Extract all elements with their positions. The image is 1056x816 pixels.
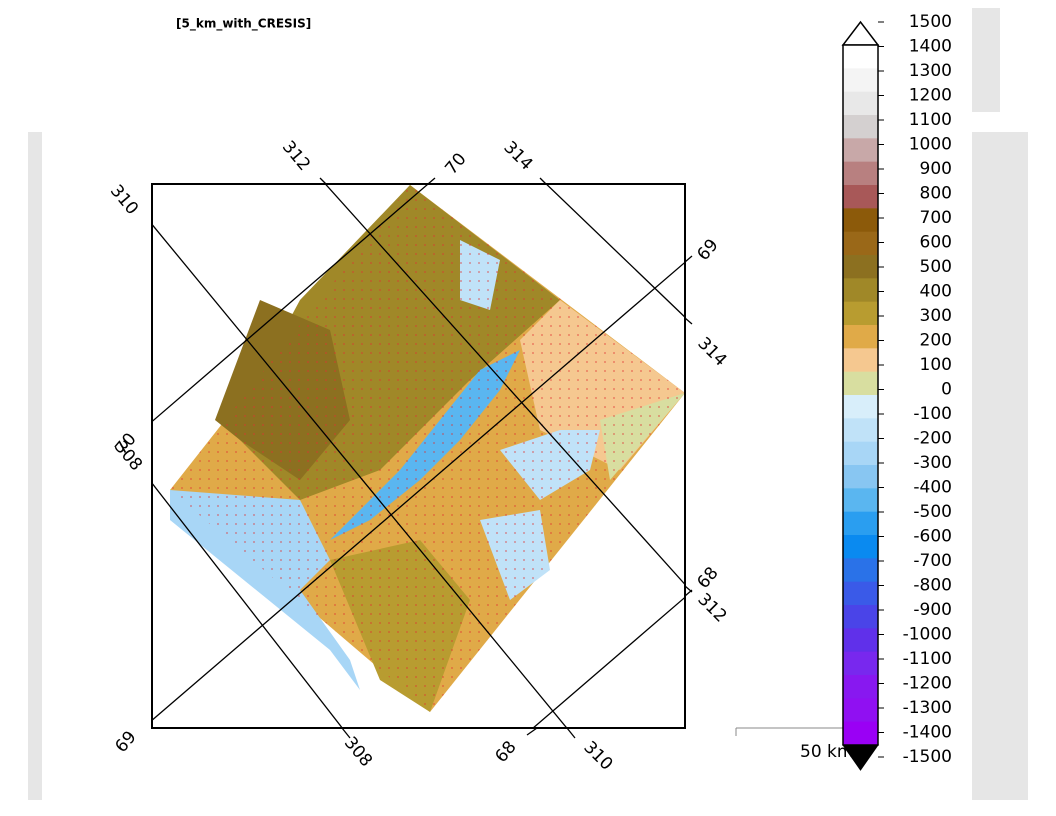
graticule-label: 310 [106, 181, 142, 219]
colorbar-band [843, 138, 878, 163]
colorbar-band [843, 511, 878, 536]
colorbar-band [843, 91, 878, 116]
colorbar-band [843, 628, 878, 653]
colorbar-band [843, 208, 878, 233]
colorbar-label: -1300 [903, 698, 952, 718]
graticule-label: 314 [693, 333, 730, 370]
colorbar-label: 400 [920, 282, 952, 302]
colorbar-band [843, 255, 878, 279]
graticule-label: 68 [693, 563, 722, 592]
colorbar-band [843, 68, 878, 93]
colorbar-label: 1200 [909, 86, 952, 106]
graticule-label: 69 [693, 235, 722, 264]
stipple [170, 185, 685, 712]
colorbar-label: 700 [920, 208, 952, 228]
colorbar-band [843, 301, 878, 326]
colorbar-label: -200 [913, 429, 952, 449]
colorbar-band [843, 161, 878, 186]
map-title: [5_km_with_CRESIS] [176, 17, 311, 32]
colorbar-label: -900 [913, 600, 952, 620]
colorbar-label: 600 [920, 233, 952, 253]
colorbar-band [843, 675, 878, 699]
colorbar-band [843, 418, 878, 443]
colorbar-label: -1200 [903, 674, 952, 694]
colorbar-label: -1500 [903, 747, 952, 767]
colorbar-label: 900 [920, 159, 952, 179]
colorbar-band [843, 45, 878, 69]
graticule-label: 70 [441, 149, 470, 178]
colorbar-label: 1300 [909, 61, 952, 81]
colorbar-label: 1500 [909, 12, 952, 32]
colorbar-label: -1000 [903, 625, 952, 645]
side-panel [28, 132, 42, 800]
colorbar-label: 800 [920, 184, 952, 204]
colorbar-band [843, 231, 878, 256]
colorbar-band [843, 185, 878, 209]
colorbar-label: -1400 [903, 723, 952, 743]
graticule-outside [319, 177, 693, 739]
colorbar-band [843, 721, 878, 746]
colorbar-band [843, 278, 878, 303]
graticule-label: 314 [499, 137, 536, 174]
colorbar-band [843, 535, 878, 559]
colorbar-band [843, 348, 878, 373]
graticule-label: 310 [579, 737, 616, 774]
graticule-label: 69 [111, 727, 140, 756]
colorbar-label: -1100 [903, 649, 952, 669]
colorbar-band [843, 581, 878, 606]
colorbar-frame [842, 44, 879, 746]
colorbar-band [843, 395, 878, 419]
colorbar-label: -600 [913, 527, 952, 547]
map-frame [151, 183, 686, 729]
graticule-label: 68 [491, 737, 520, 766]
colorbar-label: -100 [913, 404, 952, 424]
colorbar-label: 1100 [909, 110, 952, 130]
colorbar-label: 300 [920, 306, 952, 326]
side-panel [972, 8, 1000, 112]
colorbar-label: 200 [920, 331, 952, 351]
colorbar-top-triangle [841, 20, 880, 46]
colorbar-label: -400 [913, 478, 952, 498]
colorbar-band [843, 325, 878, 349]
colorbar-label: 1400 [909, 37, 952, 57]
side-panel [972, 132, 1028, 800]
colorbar-band [843, 605, 878, 629]
colorbar-label: 100 [920, 355, 952, 375]
colorbar-label: 500 [920, 257, 952, 277]
graticule-label: 312 [693, 589, 730, 626]
scale-label: 50 km [800, 742, 853, 762]
colorbar-band [843, 115, 878, 139]
colorbar-label: -300 [913, 453, 952, 473]
graticule-label: 308 [340, 733, 376, 771]
graticule-label: 312 [278, 137, 314, 175]
colorbar-band [843, 698, 878, 723]
colorbar-label: 1000 [909, 135, 952, 155]
graticule [152, 184, 685, 728]
colorbar-band [843, 651, 878, 676]
colorbar-label: -500 [913, 502, 952, 522]
colorbar-band [843, 488, 878, 513]
scale-bar: 50 km [735, 727, 853, 762]
colorbar-band [843, 371, 878, 396]
colorbar-band [843, 465, 878, 489]
colorbar-band [843, 558, 878, 583]
colorbar-label: -700 [913, 551, 952, 571]
colorbar: 1500140013001200110010009008007006005004… [841, 12, 952, 771]
colorbar-band [843, 441, 878, 466]
colorbar-label: 0 [941, 380, 952, 400]
colorbar-label: -800 [913, 576, 952, 596]
map-area [152, 184, 685, 728]
